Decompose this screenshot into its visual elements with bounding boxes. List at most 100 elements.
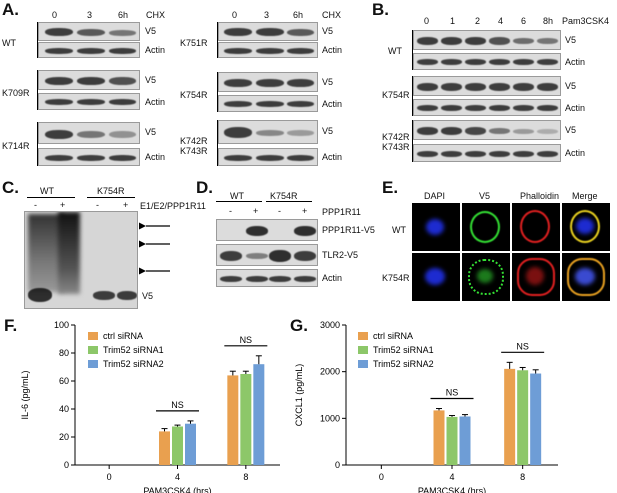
- band-label: Actin: [145, 45, 166, 55]
- row-label: K714R: [2, 141, 30, 151]
- time-label: 8h: [543, 16, 554, 26]
- column-label: Phalloidin: [520, 191, 560, 201]
- significance-label: NS: [516, 341, 529, 351]
- legend-label: ctrl siRNA: [103, 331, 143, 341]
- group-underline: [266, 201, 312, 202]
- chart-f: 0 20 40 60 80 100 0 4 NS 8 NS PAM3CSK4 (hrs) IL-6 (p…: [20, 320, 280, 493]
- x-tick-label: 0: [107, 472, 112, 482]
- group-underline: [216, 201, 262, 202]
- sign-label: +: [302, 206, 308, 216]
- legend-label: Trim52 siRNA1: [373, 345, 434, 355]
- bar: [227, 375, 239, 465]
- blot-actin: [218, 95, 318, 112]
- panel-d-label: D.: [196, 178, 213, 197]
- blot-v5: [38, 122, 140, 144]
- x-tick-label: 8: [520, 472, 525, 482]
- time-label: 0: [424, 16, 430, 26]
- arrow-markers: [138, 222, 170, 275]
- bar: [185, 423, 196, 465]
- chart-g: 0 1000 2000 3000 0 4 NS 8 NS PAM3CSK4 (hrs) CXCL1 …: [294, 320, 558, 493]
- x-tick-label: 4: [175, 472, 180, 482]
- sign-label: +: [60, 200, 66, 210]
- legend-swatch: [88, 332, 98, 340]
- panel-g-label: G.: [290, 316, 308, 335]
- x-tick-label: 4: [449, 472, 454, 482]
- panel-f-label: F.: [4, 316, 18, 335]
- time-label: 6h: [293, 10, 304, 20]
- group-label: K754R: [97, 186, 125, 196]
- bracket: [217, 120, 218, 166]
- band-label: Actin: [565, 103, 586, 113]
- legend-label: Trim52 siRNA2: [103, 359, 164, 369]
- row-label: WT: [388, 46, 402, 56]
- band-label: V5: [322, 77, 334, 87]
- blot-v5: [413, 30, 561, 50]
- band-label: Actin: [322, 99, 343, 109]
- band-label: V5: [565, 81, 577, 91]
- panel-b-label: B.: [372, 0, 389, 19]
- bar: [253, 364, 265, 465]
- sign-label: +: [253, 206, 259, 216]
- blot-actin: [38, 148, 140, 166]
- blot-v5: [218, 22, 318, 41]
- bracket: [412, 76, 413, 116]
- significance-label: NS: [171, 400, 184, 410]
- legend-swatch: [358, 346, 368, 354]
- y-tick-label: 100: [54, 320, 69, 330]
- band-label: TLR2-V5: [322, 250, 359, 260]
- blot-actin: [413, 144, 561, 162]
- band-label: PPP1R11-V5: [322, 225, 375, 235]
- sign-label: -: [278, 206, 281, 216]
- column-label: DAPI: [424, 191, 446, 201]
- blot-v5: [38, 70, 140, 90]
- band-label: Actin: [322, 45, 343, 55]
- y-tick-label: 1000: [320, 413, 340, 423]
- bracket: [37, 22, 38, 58]
- bracket: [37, 122, 38, 166]
- band-label: Actin: [145, 97, 166, 107]
- blot-tlr2-v5: [216, 244, 318, 266]
- y-tick-label: 2000: [320, 367, 340, 377]
- band-label: V5: [322, 126, 334, 136]
- micrograph-dapi: [412, 253, 460, 301]
- legend-label: Trim52 siRNA1: [103, 345, 164, 355]
- column-label: Merge: [572, 191, 598, 201]
- blot-v5: [413, 76, 561, 96]
- bracket: [412, 120, 413, 162]
- panel-a-label: A.: [2, 0, 19, 19]
- row-label: K754R: [180, 90, 208, 100]
- y-tick-label: 80: [59, 348, 69, 358]
- time-label: 4: [498, 16, 504, 26]
- row-label: K751R: [180, 38, 208, 48]
- micrograph-phalloidin: [512, 203, 560, 251]
- treatment-label: CHX: [322, 10, 342, 20]
- blot-actin: [218, 42, 318, 58]
- y-axis-label: CXCL1 (pg/mL): [294, 364, 304, 427]
- row-label: K709R: [2, 88, 30, 98]
- bar: [159, 431, 170, 465]
- bar: [459, 416, 471, 465]
- group-label: WT: [40, 186, 54, 196]
- legend-swatch: [88, 346, 98, 354]
- y-tick-label: 20: [59, 432, 69, 442]
- time-label: 0: [52, 10, 58, 20]
- bar: [433, 410, 445, 465]
- blot-actin: [38, 42, 140, 58]
- panel-e-label: E.: [382, 178, 399, 197]
- blot-actin: [38, 93, 140, 110]
- bracket: [37, 70, 38, 110]
- x-axis-label: PAM3CSK4 (hrs): [418, 486, 486, 493]
- band-label: Actin: [565, 148, 586, 158]
- bar: [504, 368, 516, 465]
- legend-label: ctrl siRNA: [373, 331, 413, 341]
- sign-label: +: [123, 200, 129, 210]
- band-label: V5: [565, 125, 577, 135]
- column-label: V5: [479, 191, 491, 201]
- band-label: Actin: [322, 273, 343, 283]
- blot-actin: [218, 148, 318, 166]
- bar: [446, 416, 458, 465]
- treatment-label: Pam3CSK4: [562, 16, 610, 26]
- group-underline: [87, 197, 135, 198]
- micrograph-v5: [462, 253, 510, 301]
- time-label: 6: [521, 16, 527, 26]
